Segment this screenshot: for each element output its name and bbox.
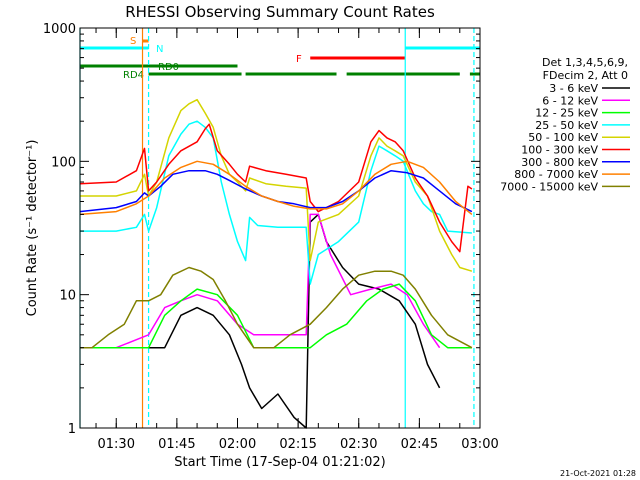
legend-label: 50 - 100 keV <box>528 131 598 144</box>
chart-title: RHESSI Observing Summary Count Rates <box>125 3 435 21</box>
legend-label: 6 - 12 keV <box>542 94 598 107</box>
legend-label: 3 - 6 keV <box>549 82 598 95</box>
legend: Det 1,3,4,5,6,9,FDecim 2, Att 03 - 6 keV… <box>500 56 630 193</box>
x-tick-label: 02:15 <box>279 437 316 452</box>
series-line <box>79 266 473 349</box>
x-tick-label: 02:00 <box>219 437 256 452</box>
y-axis-label: Count Rate (s⁻¹ detector⁻¹) <box>25 140 40 317</box>
flag-label: RD0 <box>158 62 179 73</box>
flag-label: S <box>130 36 136 47</box>
x-tick-label: 02:45 <box>401 437 438 452</box>
legend-label: 25 - 50 keV <box>535 119 598 132</box>
flag-label: RD4 <box>123 70 144 81</box>
x-tick-label: 01:30 <box>98 437 135 452</box>
series-line <box>79 213 441 349</box>
legend-header: FDecim 2, Att 0 <box>543 69 628 82</box>
instrument-flags: S N F RD0 RD4 <box>80 36 480 81</box>
series-line <box>79 123 473 253</box>
y-tick-label: 1 <box>68 422 76 437</box>
series-line <box>79 160 473 216</box>
x-tick-label: 01:45 <box>158 437 195 452</box>
x-tick-label: 02:30 <box>340 437 377 452</box>
x-axis-label: Start Time (17-Sep-04 01:21:02) <box>174 455 385 470</box>
series-lines <box>79 98 473 429</box>
legend-label: 300 - 800 keV <box>521 156 598 169</box>
y-tick-label: 1000 <box>43 22 76 37</box>
x-tick-label: 03:00 <box>461 437 498 452</box>
series-line <box>79 120 472 285</box>
series-line <box>79 98 473 272</box>
series-line <box>79 213 441 429</box>
legend-label: 800 - 7000 keV <box>514 168 598 181</box>
legend-label: 100 - 300 keV <box>521 144 598 157</box>
legend-header: Det 1,3,4,5,6,9, <box>542 56 628 69</box>
footer-date: 21-Oct-2021 01:28 <box>560 469 636 478</box>
series-line <box>79 283 472 349</box>
y-axis: 1 10 100 1000 <box>43 22 480 437</box>
flag-label: F <box>296 54 302 65</box>
flag-label: N <box>156 44 163 55</box>
plot-frame <box>79 27 481 429</box>
y-tick-label: 10 <box>59 289 76 304</box>
x-axis: 01:30 01:45 02:00 02:15 02:30 02:45 03:00 <box>95 28 499 452</box>
y-tick-label: 100 <box>51 155 76 170</box>
legend-label: 12 - 25 keV <box>535 107 598 120</box>
legend-label: 7000 - 15000 keV <box>500 180 598 193</box>
